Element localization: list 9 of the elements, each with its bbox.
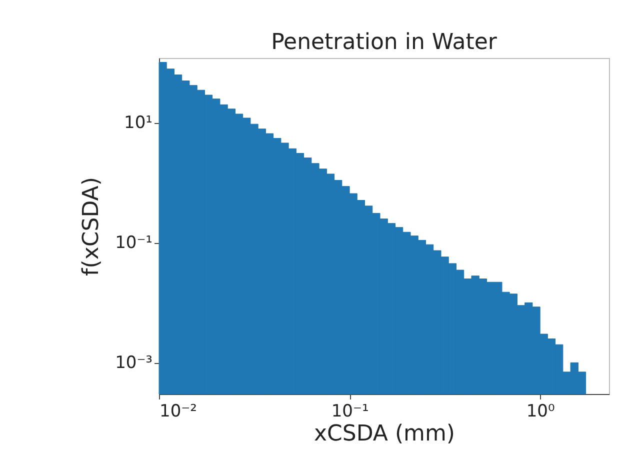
y-tick-label: 10¹ [124,113,152,134]
y-tick-label: 10⁻¹ [115,233,152,254]
x-tick-label: 10⁻² [160,402,197,422]
x-axis-title: xCSDA (mm) [314,422,455,446]
chart-title: Penetration in Water [271,30,498,55]
x-tick-label: 10⁻¹ [331,402,369,422]
y-tick-label: 10⁻³ [115,353,152,374]
y-axis-title: f(xCSDA) [79,177,104,276]
x-tick-label: 10⁰ [526,402,555,422]
